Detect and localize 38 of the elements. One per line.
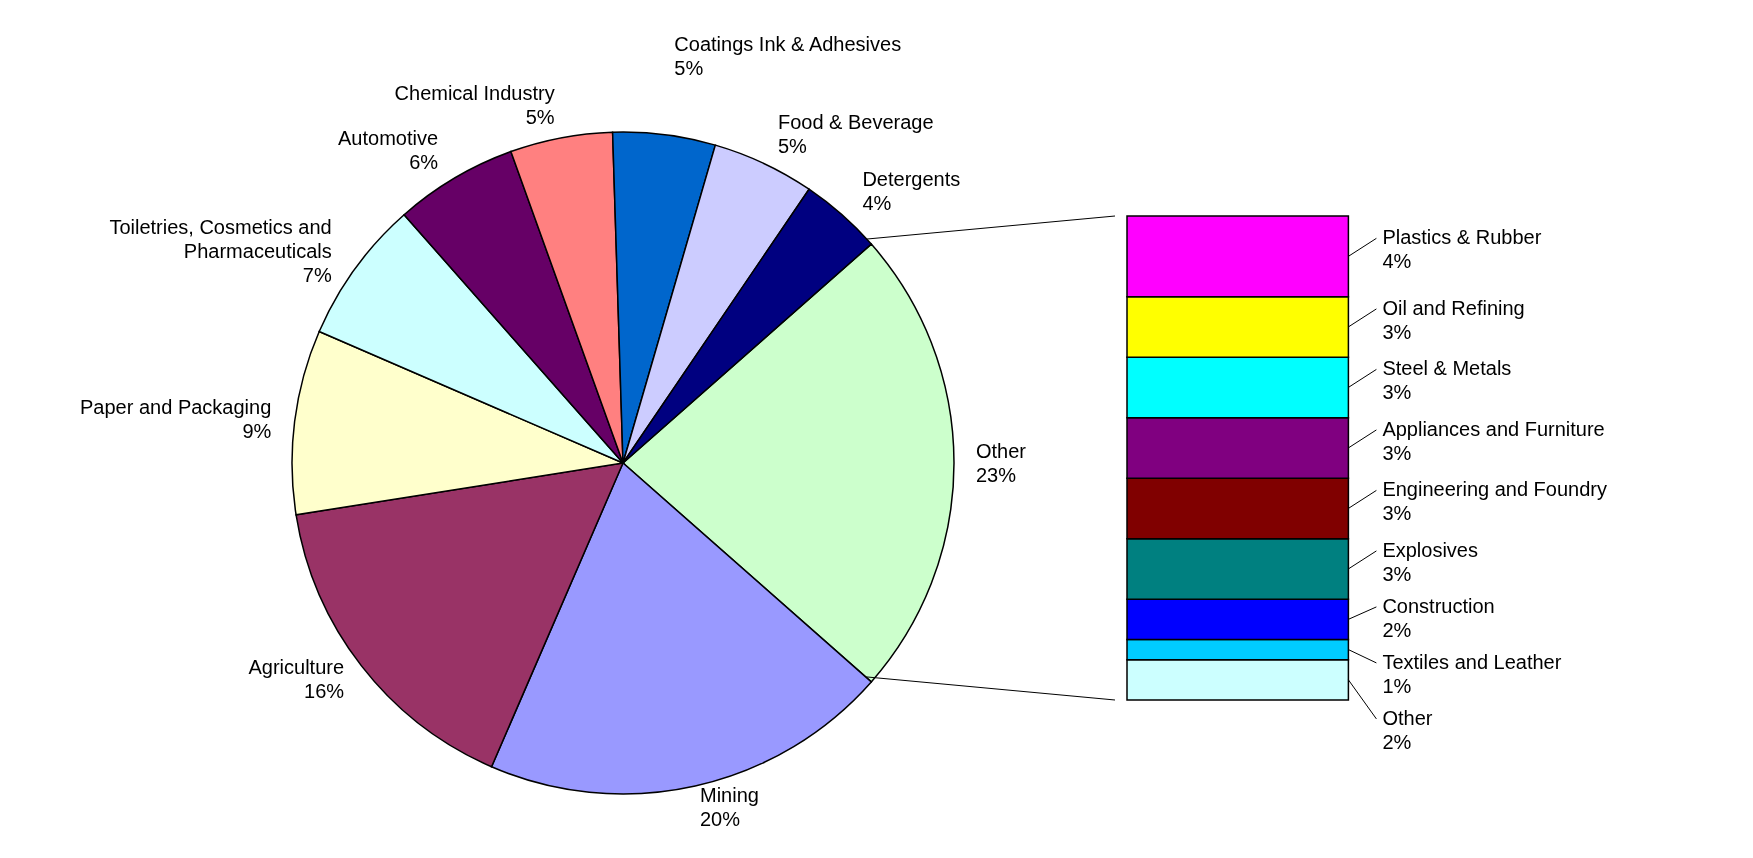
series-label: Construction bbox=[1382, 594, 1495, 617]
data-label: 2% bbox=[1382, 730, 1412, 753]
slice-label: Mining bbox=[700, 784, 759, 807]
series-label: Textiles and Leather bbox=[1382, 650, 1562, 673]
slice-label: Food & Beverage bbox=[777, 110, 934, 133]
slice-label: Automotive bbox=[337, 127, 439, 150]
data-label: 20% bbox=[700, 808, 741, 831]
series-label: Appliances and Furniture bbox=[1382, 417, 1605, 440]
data-label: 5% bbox=[525, 105, 555, 128]
series-label: Plastics & Rubber bbox=[1382, 226, 1542, 249]
slice-label: Chemical Industry bbox=[394, 81, 555, 104]
slice-label: Agriculture bbox=[248, 656, 345, 679]
series-label: Explosives bbox=[1382, 538, 1479, 561]
series-label: Other bbox=[1382, 706, 1433, 729]
slice-label: Coatings Ink & Adhesives bbox=[674, 33, 902, 56]
data-label: 23% bbox=[976, 464, 1017, 486]
data-label: 9% bbox=[242, 419, 272, 442]
data-label: 3% bbox=[1382, 562, 1412, 585]
data-label: 16% bbox=[304, 680, 345, 703]
data-label: 3% bbox=[1382, 441, 1412, 464]
data-label: 3% bbox=[1382, 381, 1412, 404]
data-label: 1% bbox=[1382, 674, 1412, 697]
series-label: Oil and Refining bbox=[1382, 296, 1525, 319]
data-label: 4% bbox=[862, 192, 892, 215]
series-label: Engineering and Foundry bbox=[1382, 478, 1608, 501]
data-label: 4% bbox=[1382, 250, 1412, 273]
data-label: 6% bbox=[409, 151, 439, 174]
slice-label: Detergents bbox=[862, 168, 961, 191]
series-label: Steel & Metals bbox=[1382, 357, 1512, 380]
data-label: 3% bbox=[1382, 502, 1412, 525]
slice-label: Toiletries, Cosmetics and Pharmaceuticals bbox=[109, 216, 332, 263]
slice-label: Paper and Packaging bbox=[80, 395, 272, 418]
data-label: 7% bbox=[302, 264, 332, 287]
data-label: 3% bbox=[1382, 320, 1412, 343]
data-label: 5% bbox=[674, 57, 704, 80]
slice-label: Other bbox=[976, 440, 1027, 462]
data-label: 5% bbox=[777, 134, 808, 157]
data-label: 2% bbox=[1382, 618, 1412, 641]
